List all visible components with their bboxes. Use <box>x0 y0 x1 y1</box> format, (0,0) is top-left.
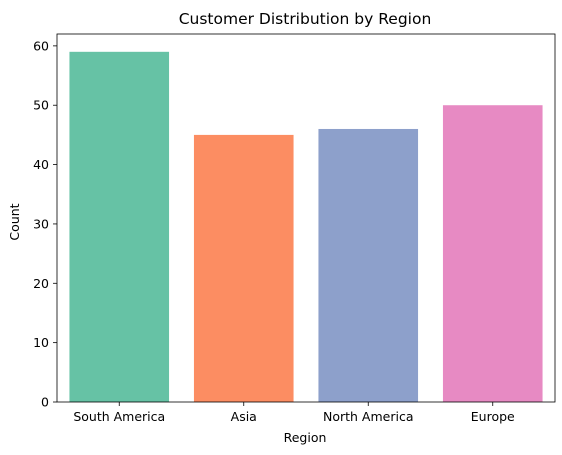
x-tick-label: Europe <box>471 409 515 424</box>
bar-europe <box>442 105 543 402</box>
x-axis-ticks: South America Asia North America Europe <box>73 402 515 424</box>
x-tick-label: South America <box>73 409 165 424</box>
y-tick-label: 0 <box>41 395 49 410</box>
plot-area-border <box>56 33 556 403</box>
y-tick-label: 50 <box>33 98 49 113</box>
chart-title: Customer Distribution by Region <box>179 10 432 28</box>
bars-group <box>69 51 543 403</box>
bar-north-america <box>318 128 419 402</box>
y-tick-label: 10 <box>33 335 49 350</box>
y-axis-label: Count <box>7 203 22 240</box>
bar-south-america <box>69 51 170 403</box>
y-tick-label: 40 <box>33 157 49 172</box>
x-axis-label: Region <box>284 430 327 445</box>
x-tick-label: Asia <box>231 409 257 424</box>
axes-frame <box>56 33 556 403</box>
x-tick-label: North America <box>323 409 414 424</box>
bar-asia <box>193 134 294 402</box>
y-axis-ticks: 0 10 20 30 40 50 60 <box>33 38 57 410</box>
y-tick-label: 60 <box>33 38 49 53</box>
y-tick-label: 20 <box>33 276 49 291</box>
y-tick-label: 30 <box>33 216 49 231</box>
